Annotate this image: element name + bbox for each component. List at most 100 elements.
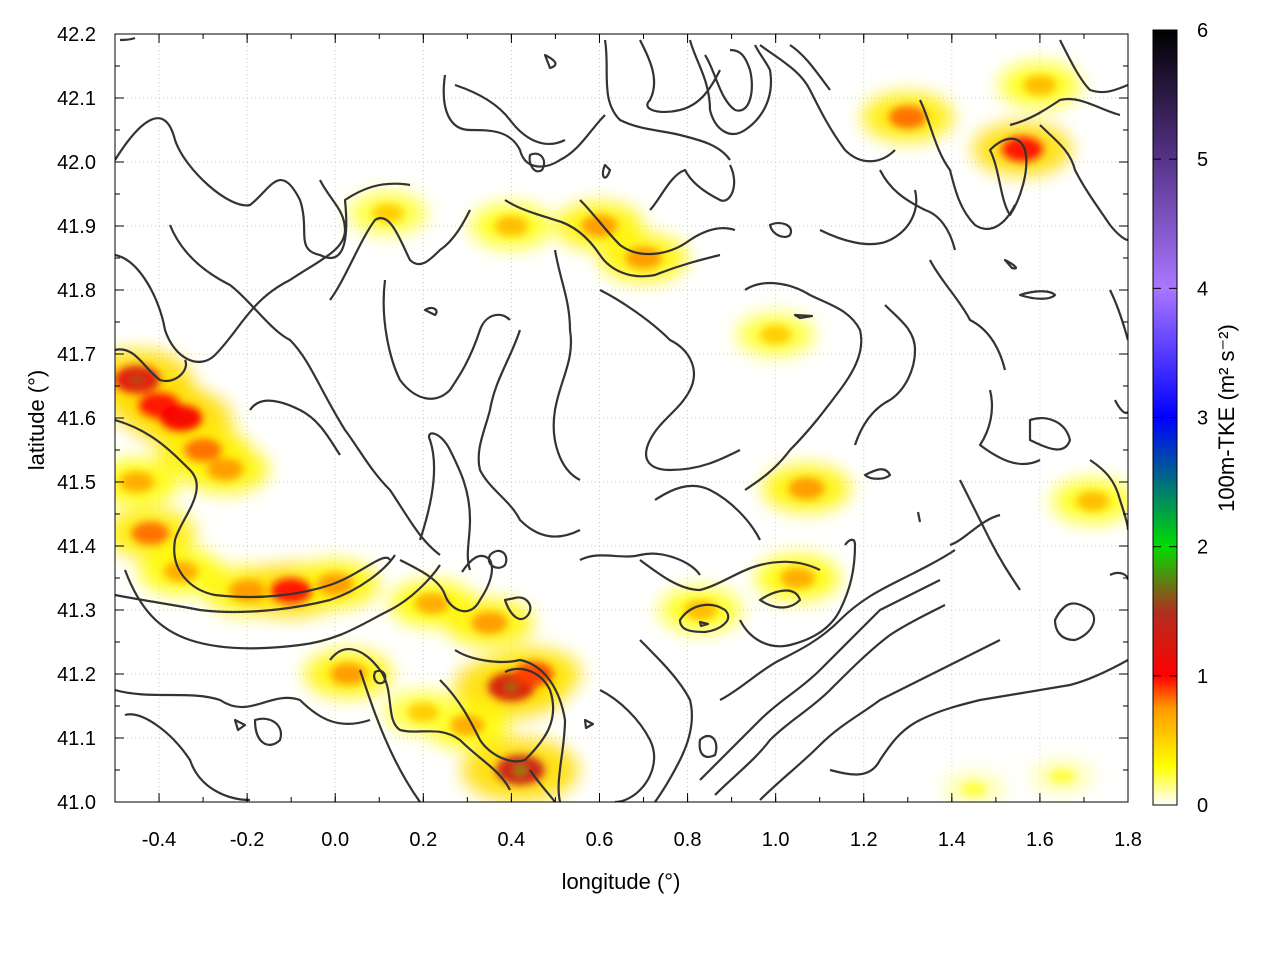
terrain-contour (123, 564, 441, 650)
terrain-contour (793, 313, 814, 320)
terrain-contour (253, 717, 283, 746)
terrain-contour (863, 468, 892, 480)
y-tick-label: 42.1 (57, 88, 96, 110)
tke-patch (159, 405, 203, 431)
terrain-contour (603, 39, 731, 161)
x-tick-label: 1.4 (938, 829, 966, 851)
terrain-contour (233, 718, 247, 732)
terrain-contour (439, 667, 555, 763)
tke-peak (506, 682, 517, 691)
tke-patch (229, 579, 266, 602)
terrain-contour (115, 688, 371, 725)
terrain-contour (704, 48, 753, 112)
terrain-contour (454, 83, 566, 145)
terrain-contour (442, 74, 606, 168)
tke-patch (494, 216, 528, 236)
terrain-contour (698, 734, 718, 758)
tke-patch (270, 578, 312, 604)
terrain-contour (1018, 290, 1057, 300)
terrain-contour (1089, 459, 1128, 531)
terrain-contour (583, 718, 595, 730)
colorbar-tick-label: 5 (1197, 149, 1208, 171)
y-tick-label: 41.5 (57, 472, 96, 494)
terrain-contour (929, 259, 1007, 371)
terrain-contour (879, 169, 957, 251)
y-tick-label: 41.4 (57, 536, 96, 558)
colorbar-tick-label: 6 (1197, 20, 1208, 42)
terrain-contour (579, 552, 701, 576)
y-tick-label: 42.0 (57, 152, 96, 174)
x-tick-label: 1.6 (1026, 829, 1054, 851)
tke-patch (184, 438, 222, 462)
terrain-contour (759, 639, 1001, 801)
terrain-contour (329, 209, 471, 301)
x-tick-label: 0.4 (497, 829, 525, 851)
terrain-contour (739, 538, 857, 648)
terrain-contour (758, 589, 802, 609)
terrain-contour (601, 163, 612, 179)
tke-patch (1049, 768, 1075, 784)
terrain-contour (678, 603, 730, 634)
terrain-contour (423, 306, 438, 317)
x-axis-label: longitude (°) (562, 869, 681, 894)
terrain-contour (916, 511, 922, 523)
terrain-contour (988, 137, 1028, 217)
tke-patch (888, 105, 927, 129)
terrain-contour (399, 554, 494, 613)
terrain-contour (358, 669, 421, 802)
terrain-contour (579, 199, 736, 256)
terrain-contour (529, 769, 556, 802)
terrain-contour (373, 669, 387, 685)
tke-field (115, 63, 1128, 802)
tke-patch (788, 477, 825, 500)
tke-peak (132, 375, 143, 384)
tke-patch (119, 471, 155, 493)
tke-patch (760, 325, 792, 345)
colorbar-tick-label: 4 (1197, 278, 1208, 300)
y-tick-label: 42.2 (57, 24, 96, 46)
terrain-contour (418, 432, 472, 571)
tke-patch (407, 702, 439, 722)
terrain-contour (853, 304, 917, 446)
x-tick-label: -0.4 (142, 829, 176, 851)
y-tick-label: 41.8 (57, 280, 96, 302)
terrain-contour (487, 549, 508, 569)
terrain-contour (543, 53, 557, 70)
tke-patch (581, 215, 618, 237)
x-tick-label: 0.8 (674, 829, 702, 851)
x-tick-label: 0.6 (586, 829, 614, 851)
terrain-contour (699, 579, 941, 781)
tke-patch (1023, 75, 1057, 96)
terrain-contour (1114, 399, 1128, 414)
terrain-contour (714, 604, 946, 796)
terrain-contour (599, 689, 656, 802)
terrain-contour (819, 189, 918, 246)
terrain-contour (959, 479, 1021, 591)
terrain-contour (477, 329, 581, 538)
terrain-contour (503, 596, 532, 621)
x-tick-label: 1.2 (850, 829, 878, 851)
y-axis-ticks: 41.0 41.1 41.2 41.3 41.4 41.5 41.6 41.7 41.8 41.9… (57, 24, 1128, 814)
terrain-contour (115, 348, 188, 383)
colorbar-tick-label: 3 (1197, 408, 1208, 430)
terrain-contour (249, 399, 341, 456)
terrain-contour (552, 249, 581, 481)
terrain-contour (115, 179, 347, 363)
colorbar-tick-label: 0 (1197, 795, 1208, 817)
tke-patch (414, 593, 450, 615)
terrain-contour (639, 39, 721, 114)
terrain-contour (454, 649, 567, 802)
colorbar: 0 1 2 3 4 5 6 (1152, 20, 1208, 817)
tke-patch (961, 781, 987, 797)
terrain-contour (504, 199, 721, 278)
x-tick-label: 1.8 (1114, 829, 1142, 851)
colorbar-tick-label: 1 (1197, 666, 1208, 688)
terrain-contour (119, 36, 136, 42)
colorbar-ticks: 0 1 2 3 4 5 6 (1153, 20, 1208, 817)
y-axis-label: latitude (°) (24, 370, 49, 471)
terrain-contour (978, 389, 1041, 465)
tke-peak (515, 766, 526, 774)
y-tick-label: 41.3 (57, 600, 96, 622)
